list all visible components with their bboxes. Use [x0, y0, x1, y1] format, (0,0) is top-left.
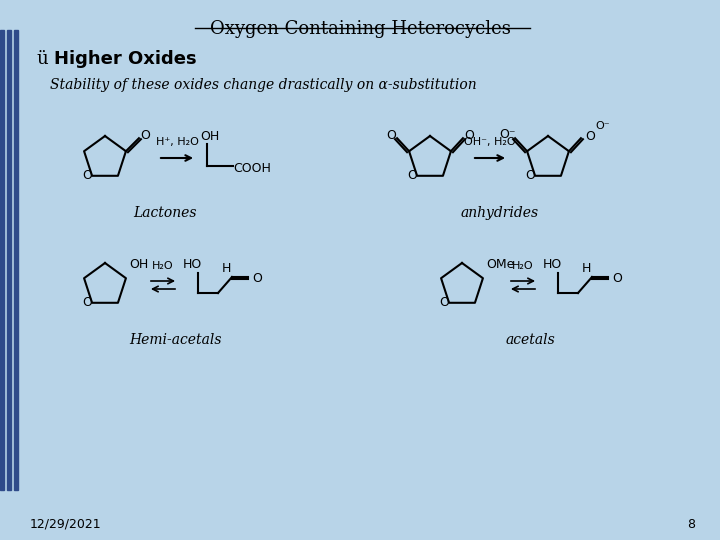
Text: OH: OH — [200, 130, 220, 143]
Bar — [7, 30, 11, 490]
Text: HO: HO — [543, 259, 562, 272]
Text: O: O — [140, 129, 150, 141]
Text: OH⁻, H₂O: OH⁻, H₂O — [464, 137, 516, 147]
Text: O: O — [525, 170, 535, 183]
Text: Oxygen Containing Heterocycles: Oxygen Containing Heterocycles — [210, 20, 510, 38]
Text: O: O — [407, 170, 417, 183]
Text: O: O — [386, 129, 396, 141]
Text: H⁺, H₂O: H⁺, H₂O — [156, 137, 199, 147]
Text: O: O — [612, 272, 622, 285]
Text: O: O — [464, 129, 474, 141]
Text: 12/29/2021: 12/29/2021 — [30, 517, 102, 530]
Text: O: O — [439, 296, 449, 309]
Text: anhydrides: anhydrides — [461, 206, 539, 220]
Text: O⁻: O⁻ — [499, 127, 516, 141]
Text: OH: OH — [129, 258, 148, 271]
Text: Higher Oxides: Higher Oxides — [54, 50, 197, 68]
Text: O⁻: O⁻ — [595, 121, 610, 131]
Text: O: O — [585, 130, 595, 143]
Text: H: H — [581, 262, 590, 275]
Bar — [0, 30, 4, 490]
Text: H: H — [221, 262, 230, 275]
Text: O: O — [82, 296, 92, 309]
Bar — [14, 30, 18, 490]
Text: 8: 8 — [687, 517, 695, 530]
Text: H₂O: H₂O — [152, 261, 174, 271]
Text: Lactones: Lactones — [133, 206, 197, 220]
Text: ü: ü — [36, 50, 48, 68]
Text: H₂O: H₂O — [512, 261, 534, 271]
Text: acetals: acetals — [505, 333, 555, 347]
Text: OMe: OMe — [486, 258, 514, 271]
Text: Hemi-acetals: Hemi-acetals — [129, 333, 221, 347]
Text: COOH: COOH — [233, 161, 271, 174]
Text: O: O — [82, 170, 92, 183]
Text: HO: HO — [183, 259, 202, 272]
Text: O: O — [252, 272, 262, 285]
Text: Stability of these oxides change drastically on α-substitution: Stability of these oxides change drastic… — [50, 78, 477, 92]
